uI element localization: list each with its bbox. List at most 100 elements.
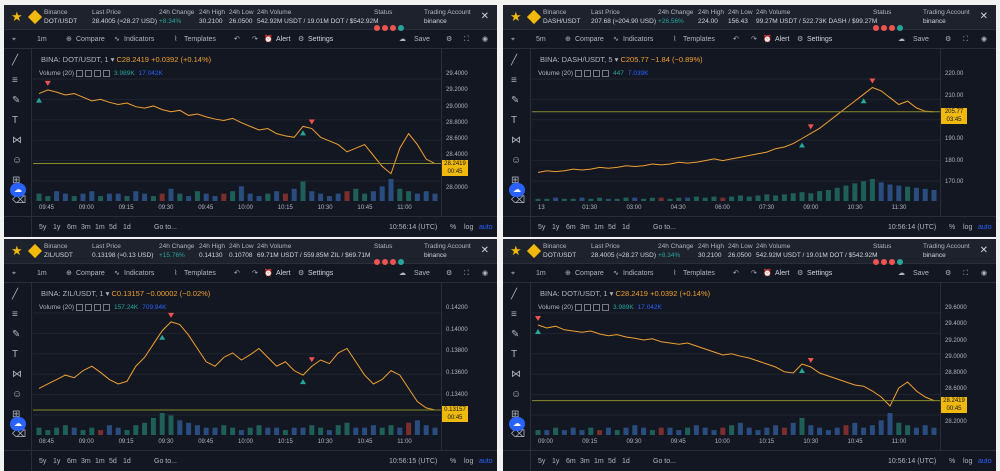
- symbol-selector[interactable]: ZIL/USDT: [44, 252, 73, 259]
- crosshair-icon[interactable]: ⌖: [12, 270, 16, 277]
- undo-icon[interactable]: ↶: [234, 36, 240, 43]
- snapshot-icon[interactable]: ◉: [482, 270, 489, 277]
- settings-button[interactable]: Settings: [308, 36, 334, 43]
- legend-toggle-icon[interactable]: ▾: [103, 289, 112, 298]
- cloud-save-icon[interactable]: ☁: [399, 270, 406, 277]
- save-button[interactable]: Save: [414, 36, 430, 43]
- indicators-button[interactable]: Indicators: [124, 270, 155, 277]
- save-button[interactable]: Save: [913, 270, 929, 277]
- cloud-sync-icon[interactable]: ☁: [509, 417, 525, 431]
- legend-more-icon[interactable]: [103, 304, 111, 311]
- zoom-icon[interactable]: ⌫: [12, 195, 27, 206]
- settings-gear-icon[interactable]: ⚙: [797, 36, 804, 43]
- log-toggle[interactable]: log: [464, 458, 474, 465]
- price-axis[interactable]: 0.142000.140000.138000.136000.134000.132…: [441, 283, 497, 450]
- range-button-5d[interactable]: 5d: [109, 458, 117, 465]
- time-axis[interactable]: 09:45 09:00 09:15 09:30 09:45 10:00 10:15 10:30…: [33, 201, 441, 215]
- trendline-icon[interactable]: ╱: [511, 55, 518, 66]
- range-button-1y[interactable]: 1y: [552, 458, 560, 465]
- snapshot-icon[interactable]: ◉: [482, 36, 489, 43]
- auto-toggle[interactable]: auto: [479, 224, 493, 231]
- time-axis[interactable]: 13 01:30 03:00 04:30 06:00 07:30 09:00 10:30 11:…: [532, 201, 940, 215]
- range-button-3m[interactable]: 3m: [81, 224, 91, 231]
- indicators-icon[interactable]: ∿: [114, 36, 120, 43]
- goto-button[interactable]: Go to...: [154, 458, 177, 465]
- alert-button[interactable]: Alert: [276, 36, 291, 43]
- compare-icon[interactable]: ⊕: [66, 36, 72, 43]
- favorite-star-icon[interactable]: ★: [11, 243, 23, 258]
- legend-eye-icon[interactable]: [575, 70, 583, 77]
- compare-icon[interactable]: ⊕: [565, 270, 571, 277]
- indicators-icon[interactable]: ∿: [613, 36, 619, 43]
- compare-button[interactable]: Compare: [76, 36, 105, 43]
- account-select[interactable]: binance: [424, 18, 447, 25]
- pattern-icon[interactable]: ⋈: [12, 369, 22, 380]
- range-button-1m[interactable]: 1m: [95, 224, 105, 231]
- redo-icon[interactable]: ↷: [252, 270, 258, 277]
- range-button-5y[interactable]: 5y: [39, 224, 47, 231]
- cloud-sync-icon[interactable]: ☁: [10, 417, 26, 431]
- measure-icon[interactable]: ⊞: [12, 175, 21, 186]
- range-button-5y[interactable]: 5y: [538, 458, 546, 465]
- fib-icon[interactable]: ≡: [511, 75, 517, 86]
- legend-settings-icon[interactable]: [584, 70, 592, 77]
- legend-settings-icon[interactable]: [584, 304, 592, 311]
- price-axis[interactable]: 29.4000 29.2000 29.0000 28.8000 28.6000 28.40…: [441, 49, 497, 216]
- price-axis[interactable]: 29.6000 29.4000 29.2000 29.0000 28.8000 28.60…: [940, 283, 996, 450]
- compare-icon[interactable]: ⊕: [565, 36, 571, 43]
- chart-settings-icon[interactable]: ⚙: [446, 36, 453, 43]
- favorite-star-icon[interactable]: ★: [510, 243, 522, 258]
- interval-selector[interactable]: 1m: [37, 36, 47, 43]
- legend-eye-icon[interactable]: [575, 304, 583, 311]
- cloud-sync-icon[interactable]: ☁: [10, 183, 26, 197]
- compare-icon[interactable]: ⊕: [66, 270, 72, 277]
- close-icon[interactable]: ✕: [979, 11, 988, 22]
- legend-toggle-icon[interactable]: ▾: [612, 55, 621, 64]
- alert-button[interactable]: Alert: [775, 36, 790, 43]
- range-button-5y[interactable]: 5y: [538, 224, 546, 231]
- goto-button[interactable]: Go to...: [653, 224, 676, 231]
- legend-settings-icon[interactable]: [85, 70, 93, 77]
- account-select[interactable]: binance: [424, 252, 447, 259]
- trendline-icon[interactable]: ╱: [12, 289, 19, 300]
- redo-icon[interactable]: ↷: [252, 36, 258, 43]
- price-chart[interactable]: BINA: ZIL/USDT, 1 ▾ C0.13157 −0.00002 (−…: [33, 283, 441, 450]
- interval-selector[interactable]: 5m: [536, 36, 546, 43]
- crosshair-icon[interactable]: ⌖: [12, 36, 16, 43]
- price-plot[interactable]: [532, 49, 940, 201]
- text-icon[interactable]: T: [511, 349, 518, 360]
- measure-icon[interactable]: ⊞: [511, 175, 520, 186]
- range-button-5d[interactable]: 5d: [109, 224, 117, 231]
- settings-button[interactable]: Settings: [308, 270, 334, 277]
- range-button-5y[interactable]: 5y: [39, 458, 47, 465]
- goto-button[interactable]: Go to...: [653, 458, 676, 465]
- range-button-3m[interactable]: 3m: [81, 458, 91, 465]
- emoji-icon[interactable]: ☺: [12, 389, 23, 400]
- legend-more-icon[interactable]: [103, 70, 111, 77]
- range-button-5d[interactable]: 5d: [608, 224, 616, 231]
- favorite-star-icon[interactable]: ★: [11, 9, 23, 24]
- compare-button[interactable]: Compare: [575, 270, 604, 277]
- legend-eye-icon[interactable]: [76, 304, 84, 311]
- alert-button[interactable]: Alert: [276, 270, 291, 277]
- alert-icon[interactable]: ⏰: [264, 270, 273, 277]
- range-button-6m[interactable]: 6m: [67, 458, 77, 465]
- price-plot[interactable]: [532, 283, 940, 435]
- legend-close-icon[interactable]: [593, 70, 601, 77]
- time-axis[interactable]: 08:45 09:00 09:15 09:30 09:45 10:00 10:15 10:30…: [33, 435, 441, 449]
- legend-toggle-icon[interactable]: ▾: [108, 55, 117, 64]
- price-axis[interactable]: 220.00210.00200.00190.00180.00170.00205.…: [940, 49, 996, 216]
- percent-toggle[interactable]: %: [949, 458, 956, 465]
- range-button-6m[interactable]: 6m: [67, 224, 77, 231]
- compare-button[interactable]: Compare: [575, 36, 604, 43]
- brush-icon[interactable]: ✎: [12, 95, 21, 106]
- symbol-selector[interactable]: DOT/USDT: [44, 18, 78, 25]
- text-icon[interactable]: T: [511, 115, 518, 126]
- fib-icon[interactable]: ≡: [511, 309, 517, 320]
- percent-toggle[interactable]: %: [949, 224, 956, 231]
- snapshot-icon[interactable]: ◉: [981, 36, 988, 43]
- range-button-1d[interactable]: 1d: [622, 224, 630, 231]
- close-icon[interactable]: ✕: [480, 245, 489, 256]
- range-button-1d[interactable]: 1d: [622, 458, 630, 465]
- range-button-1y[interactable]: 1y: [552, 224, 560, 231]
